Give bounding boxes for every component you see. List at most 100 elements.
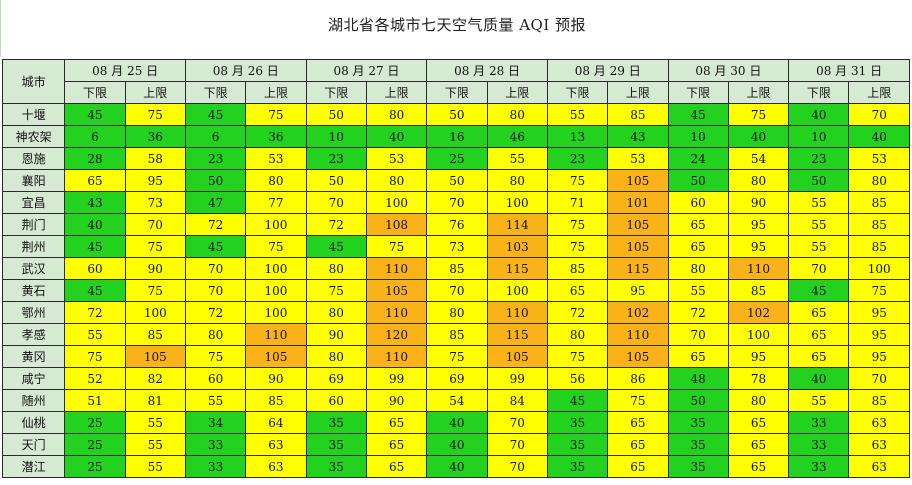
aqi-upper-cell: 102	[607, 301, 669, 324]
city-name-cell: 神农架	[1, 125, 66, 148]
aqi-upper-cell: 40	[365, 125, 428, 148]
aqi-upper-cell: 100	[727, 323, 790, 346]
upper-limit-header: 上限	[848, 81, 910, 104]
aqi-lower-cell: 33	[184, 433, 247, 456]
aqi-upper-cell: 100	[365, 191, 428, 214]
lower-limit-header: 下限	[546, 81, 609, 104]
aqi-upper-cell: 53	[245, 147, 307, 170]
table-row: 武汉 60 90 70 100 80 110 85 115 85 115 80 110 70 100	[1, 257, 910, 280]
page-title: 湖北省各城市七天空气质量 AQI 预报	[327, 16, 587, 34]
aqi-lower-cell: 10	[667, 125, 729, 148]
aqi-upper-cell: 80	[486, 103, 548, 126]
aqi-upper-cell: 110	[365, 301, 428, 324]
aqi-upper-cell: 75	[365, 235, 428, 258]
city-name-cell: 襄阳	[1, 169, 66, 192]
aqi-upper-cell: 100	[124, 301, 186, 324]
aqi-lower-cell: 50	[788, 169, 850, 192]
aqi-upper-cell: 55	[124, 433, 186, 456]
aqi-lower-cell: 35	[667, 433, 729, 456]
aqi-lower-cell: 70	[305, 191, 367, 214]
aqi-upper-cell: 85	[245, 389, 307, 412]
aqi-lower-cell: 40	[64, 213, 126, 236]
city-name-cell: 宜昌	[1, 191, 66, 214]
aqi-lower-cell: 50	[305, 169, 367, 192]
aqi-upper-cell: 105	[607, 345, 669, 368]
aqi-upper-cell: 70	[486, 411, 548, 434]
aqi-lower-cell: 65	[546, 279, 609, 302]
aqi-lower-cell: 10	[305, 125, 367, 148]
aqi-lower-cell: 33	[788, 433, 850, 456]
city-name-cell: 咸宁	[1, 367, 66, 390]
city-name-cell: 随州	[1, 389, 66, 412]
aqi-lower-cell: 55	[788, 213, 850, 236]
aqi-lower-cell: 51	[64, 389, 126, 412]
aqi-upper-cell: 36	[245, 125, 307, 148]
aqi-lower-cell: 45	[788, 279, 850, 302]
aqi-upper-cell: 85	[848, 213, 910, 236]
aqi-upper-cell: 95	[848, 301, 910, 324]
aqi-lower-cell: 85	[546, 257, 609, 280]
aqi-upper-cell: 85	[124, 323, 186, 346]
aqi-lower-cell: 45	[305, 235, 367, 258]
aqi-lower-cell: 70	[426, 279, 488, 302]
aqi-lower-cell: 35	[305, 411, 367, 434]
aqi-upper-cell: 65	[365, 433, 428, 456]
aqi-lower-cell: 35	[667, 455, 729, 478]
aqi-table-body: 十堰 45 75 45 75 50 80 50 80 55 85 45 75 40 70 神农架 6 36 6 36 1…	[1, 103, 910, 478]
aqi-lower-cell: 45	[184, 103, 247, 126]
aqi-lower-cell: 33	[184, 455, 247, 478]
aqi-lower-cell: 23	[184, 147, 247, 170]
lower-limit-header: 下限	[788, 81, 850, 104]
aqi-lower-cell: 85	[426, 323, 488, 346]
aqi-upper-cell: 63	[245, 433, 307, 456]
city-name-cell: 黄冈	[1, 345, 66, 368]
aqi-lower-cell: 60	[184, 367, 247, 390]
aqi-upper-cell: 65	[727, 433, 790, 456]
aqi-lower-cell: 50	[426, 103, 488, 126]
aqi-upper-cell: 115	[486, 257, 548, 280]
aqi-lower-cell: 55	[184, 389, 247, 412]
aqi-upper-cell: 73	[124, 191, 186, 214]
aqi-upper-cell: 99	[486, 367, 548, 390]
aqi-upper-cell: 85	[848, 235, 910, 258]
lower-limit-header: 下限	[184, 81, 247, 104]
aqi-upper-cell: 80	[365, 103, 428, 126]
aqi-lower-cell: 65	[788, 345, 850, 368]
aqi-upper-cell: 86	[607, 367, 669, 390]
aqi-upper-cell: 105	[365, 279, 428, 302]
aqi-upper-cell: 102	[727, 301, 790, 324]
aqi-lower-cell: 35	[546, 433, 609, 456]
aqi-lower-cell: 25	[64, 455, 126, 478]
aqi-lower-cell: 54	[426, 389, 488, 412]
city-column-header: 城市	[1, 59, 66, 104]
table-row: 仙桃 25 55 34 64 35 65 40 70 35 65 35 65 33 63	[1, 411, 910, 434]
aqi-upper-cell: 80	[727, 389, 790, 412]
aqi-lower-cell: 6	[64, 125, 126, 148]
aqi-upper-cell: 70	[848, 103, 910, 126]
aqi-lower-cell: 40	[788, 103, 850, 126]
aqi-lower-cell: 90	[305, 323, 367, 346]
aqi-lower-cell: 65	[788, 323, 850, 346]
aqi-upper-cell: 85	[848, 191, 910, 214]
aqi-lower-cell: 50	[305, 103, 367, 126]
aqi-lower-cell: 72	[64, 301, 126, 324]
table-row: 神农架 6 36 6 36 10 40 16 46 13 43 10 40 10 40	[1, 125, 910, 148]
aqi-upper-cell: 81	[124, 389, 186, 412]
title-band: 湖北省各城市七天空气质量 AQI 预报	[0, 0, 912, 57]
aqi-upper-cell: 65	[607, 433, 669, 456]
aqi-forecast-table: 城市 08 月 25 日 08 月 26 日 08 月 27 日 08 月 28…	[1, 59, 910, 478]
aqi-lower-cell: 75	[305, 279, 367, 302]
aqi-upper-cell: 80	[365, 169, 428, 192]
city-name-cell: 恩施	[1, 147, 66, 170]
aqi-upper-cell: 75	[245, 235, 307, 258]
aqi-upper-cell: 65	[365, 411, 428, 434]
table-row: 黄冈 75 105 75 105 80 110 75 105 75 105 65 95 65 95	[1, 345, 910, 368]
aqi-upper-cell: 43	[607, 125, 669, 148]
aqi-lower-cell: 55	[64, 323, 126, 346]
aqi-upper-cell: 105	[607, 235, 669, 258]
upper-limit-header: 上限	[607, 81, 669, 104]
aqi-upper-cell: 75	[124, 235, 186, 258]
aqi-lower-cell: 80	[305, 257, 367, 280]
aqi-lower-cell: 23	[305, 147, 367, 170]
aqi-lower-cell: 80	[305, 345, 367, 368]
